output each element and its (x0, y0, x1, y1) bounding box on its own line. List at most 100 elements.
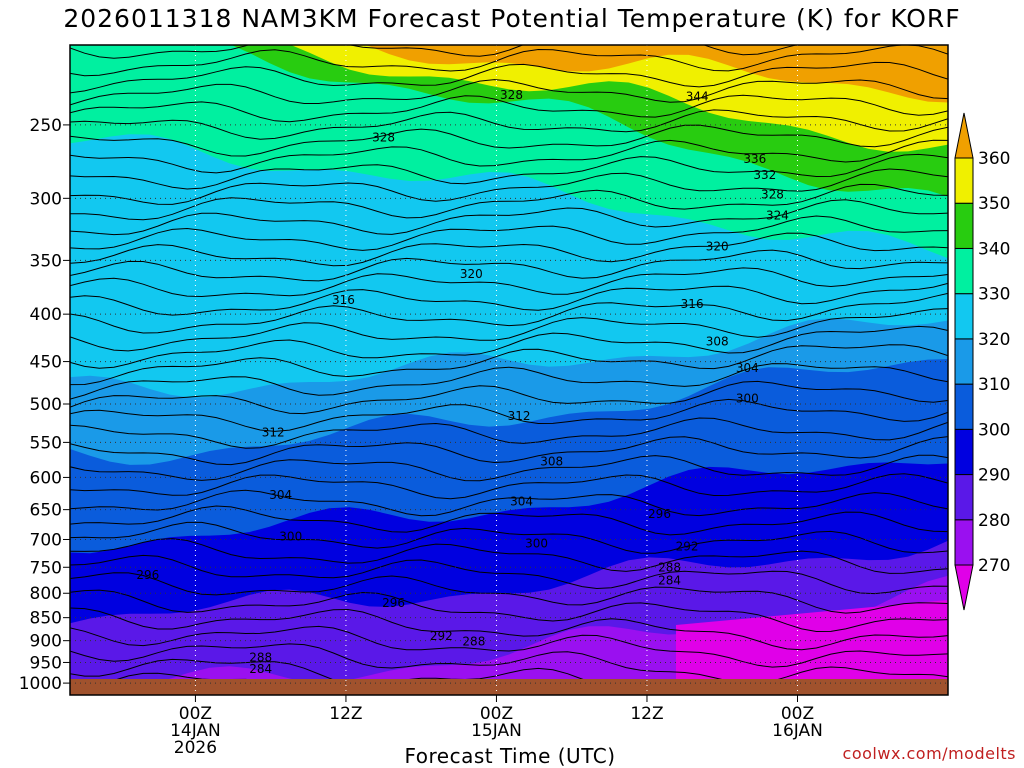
colorbar-label: 360 (978, 149, 1010, 169)
contour-line (70, 489, 948, 517)
y-tick-label: 400 (30, 305, 62, 325)
contour-label: 328 (761, 187, 784, 201)
plot-frame (69, 44, 949, 696)
contour-line (70, 168, 948, 205)
contour-label: 296 (648, 507, 671, 521)
contour-line (70, 153, 948, 190)
colorbar-label: 350 (978, 194, 1010, 214)
contour-label: 320 (460, 267, 483, 281)
contour-line (70, 344, 948, 386)
contour-label: 328 (500, 88, 523, 102)
contour-label: 316 (332, 293, 355, 307)
colorbar-swatch (954, 157, 974, 204)
y-tick-label: 300 (30, 189, 62, 209)
x-tick-date: 16JAN (772, 721, 823, 741)
contour-line (70, 521, 948, 554)
contour-line (70, 199, 948, 236)
watermark: coolwx.com/modelts (842, 744, 1016, 763)
contour-line (70, 308, 948, 352)
y-tick-label: 850 (30, 609, 62, 629)
colorbar-label: 330 (978, 285, 1010, 305)
y-tick-label: 600 (30, 468, 62, 488)
contour-label: 344 (686, 90, 709, 104)
contour-line (70, 554, 948, 595)
y-tick-label: 700 (30, 530, 62, 550)
contour-label: 292 (430, 629, 453, 643)
contour-line (70, 139, 948, 174)
y-tick-label: 800 (30, 584, 62, 604)
contour-line (70, 45, 799, 59)
contour-line (70, 505, 948, 536)
colorbar-swatch (954, 293, 974, 340)
contour-line (70, 538, 948, 574)
contour-label: 336 (743, 152, 766, 166)
contour-line (70, 325, 948, 369)
y-tick-label: 1000 (19, 674, 62, 694)
contour-labels: 328 328 344 336 332 328 324 320 320 316 316 308 304 3… (136, 88, 789, 676)
contour-line (70, 363, 948, 400)
contour-line (70, 398, 948, 432)
colorbar: 270 280 290 300 310 320 330 340 350 360 (954, 112, 1010, 611)
contour-label: 304 (736, 361, 759, 375)
contour-line (70, 589, 948, 633)
contour-line (70, 45, 948, 77)
contour-line (70, 436, 948, 466)
colorbar-label: 270 (978, 556, 1010, 576)
x-tick-label: 00Z (179, 704, 212, 724)
y-tick-label: 750 (30, 558, 62, 578)
colorbar-end-high (954, 112, 974, 159)
contour-line (70, 232, 948, 267)
chart-title: 2026011318 NAM3KM Forecast Potential Tem… (63, 4, 961, 33)
temperature-bands (70, 45, 948, 695)
contour-line (70, 94, 948, 123)
y-tick-label: 550 (30, 433, 62, 453)
x-tick-label: 00Z (781, 704, 814, 724)
contour-line (70, 607, 948, 651)
contour-label: 288 (658, 560, 681, 574)
colorbar-label: 340 (978, 239, 1010, 259)
contour-label: 284 (658, 573, 681, 587)
y-tick-label: 250 (30, 116, 62, 136)
contour-line (70, 643, 948, 685)
x-tick-date: 15JAN (471, 721, 522, 741)
colorbar-swatch (954, 247, 974, 295)
contour-line (70, 380, 948, 415)
x-tick-year: 2026 (174, 738, 217, 758)
x-tick-label: 00Z (480, 704, 513, 724)
contour-label: 296 (136, 568, 159, 582)
contour-lines (70, 45, 948, 695)
colorbar-end-low (954, 564, 974, 611)
x-tick-label: 12Z (329, 704, 362, 724)
contour-line (70, 292, 948, 334)
colorbar-swatch (954, 202, 974, 249)
contour-label: 308 (706, 334, 729, 348)
contour-line (70, 473, 948, 500)
ground-strip (70, 679, 948, 695)
contour-label: 304 (510, 495, 533, 509)
colorbar-swatch (954, 428, 974, 476)
contour-label: 300 (279, 530, 302, 544)
y-tick-label: 950 (30, 653, 62, 673)
contour-line (70, 625, 948, 668)
contour-line (70, 61, 948, 94)
contour-line (70, 124, 948, 157)
contour-line (70, 249, 948, 282)
colorbar-swatch (954, 474, 974, 521)
contour-label: 304 (269, 488, 292, 502)
contour-label: 288 (249, 650, 272, 664)
contour-label: 312 (508, 409, 531, 423)
x-axis-label: Forecast Time (UTC) (404, 744, 616, 768)
contour-line (70, 282, 948, 316)
colorbar-label: 300 (978, 420, 1010, 440)
contour-line (70, 417, 948, 449)
contour-label: 300 (525, 536, 548, 550)
contour-line (70, 572, 948, 614)
contour-label: 288 (462, 635, 485, 649)
contour-label: 296 (382, 596, 405, 610)
contour-label: 284 (249, 662, 272, 676)
y-tick-label: 900 (30, 632, 62, 652)
y-tick-label: 500 (30, 395, 62, 415)
colorbar-label: 310 (978, 375, 1010, 395)
